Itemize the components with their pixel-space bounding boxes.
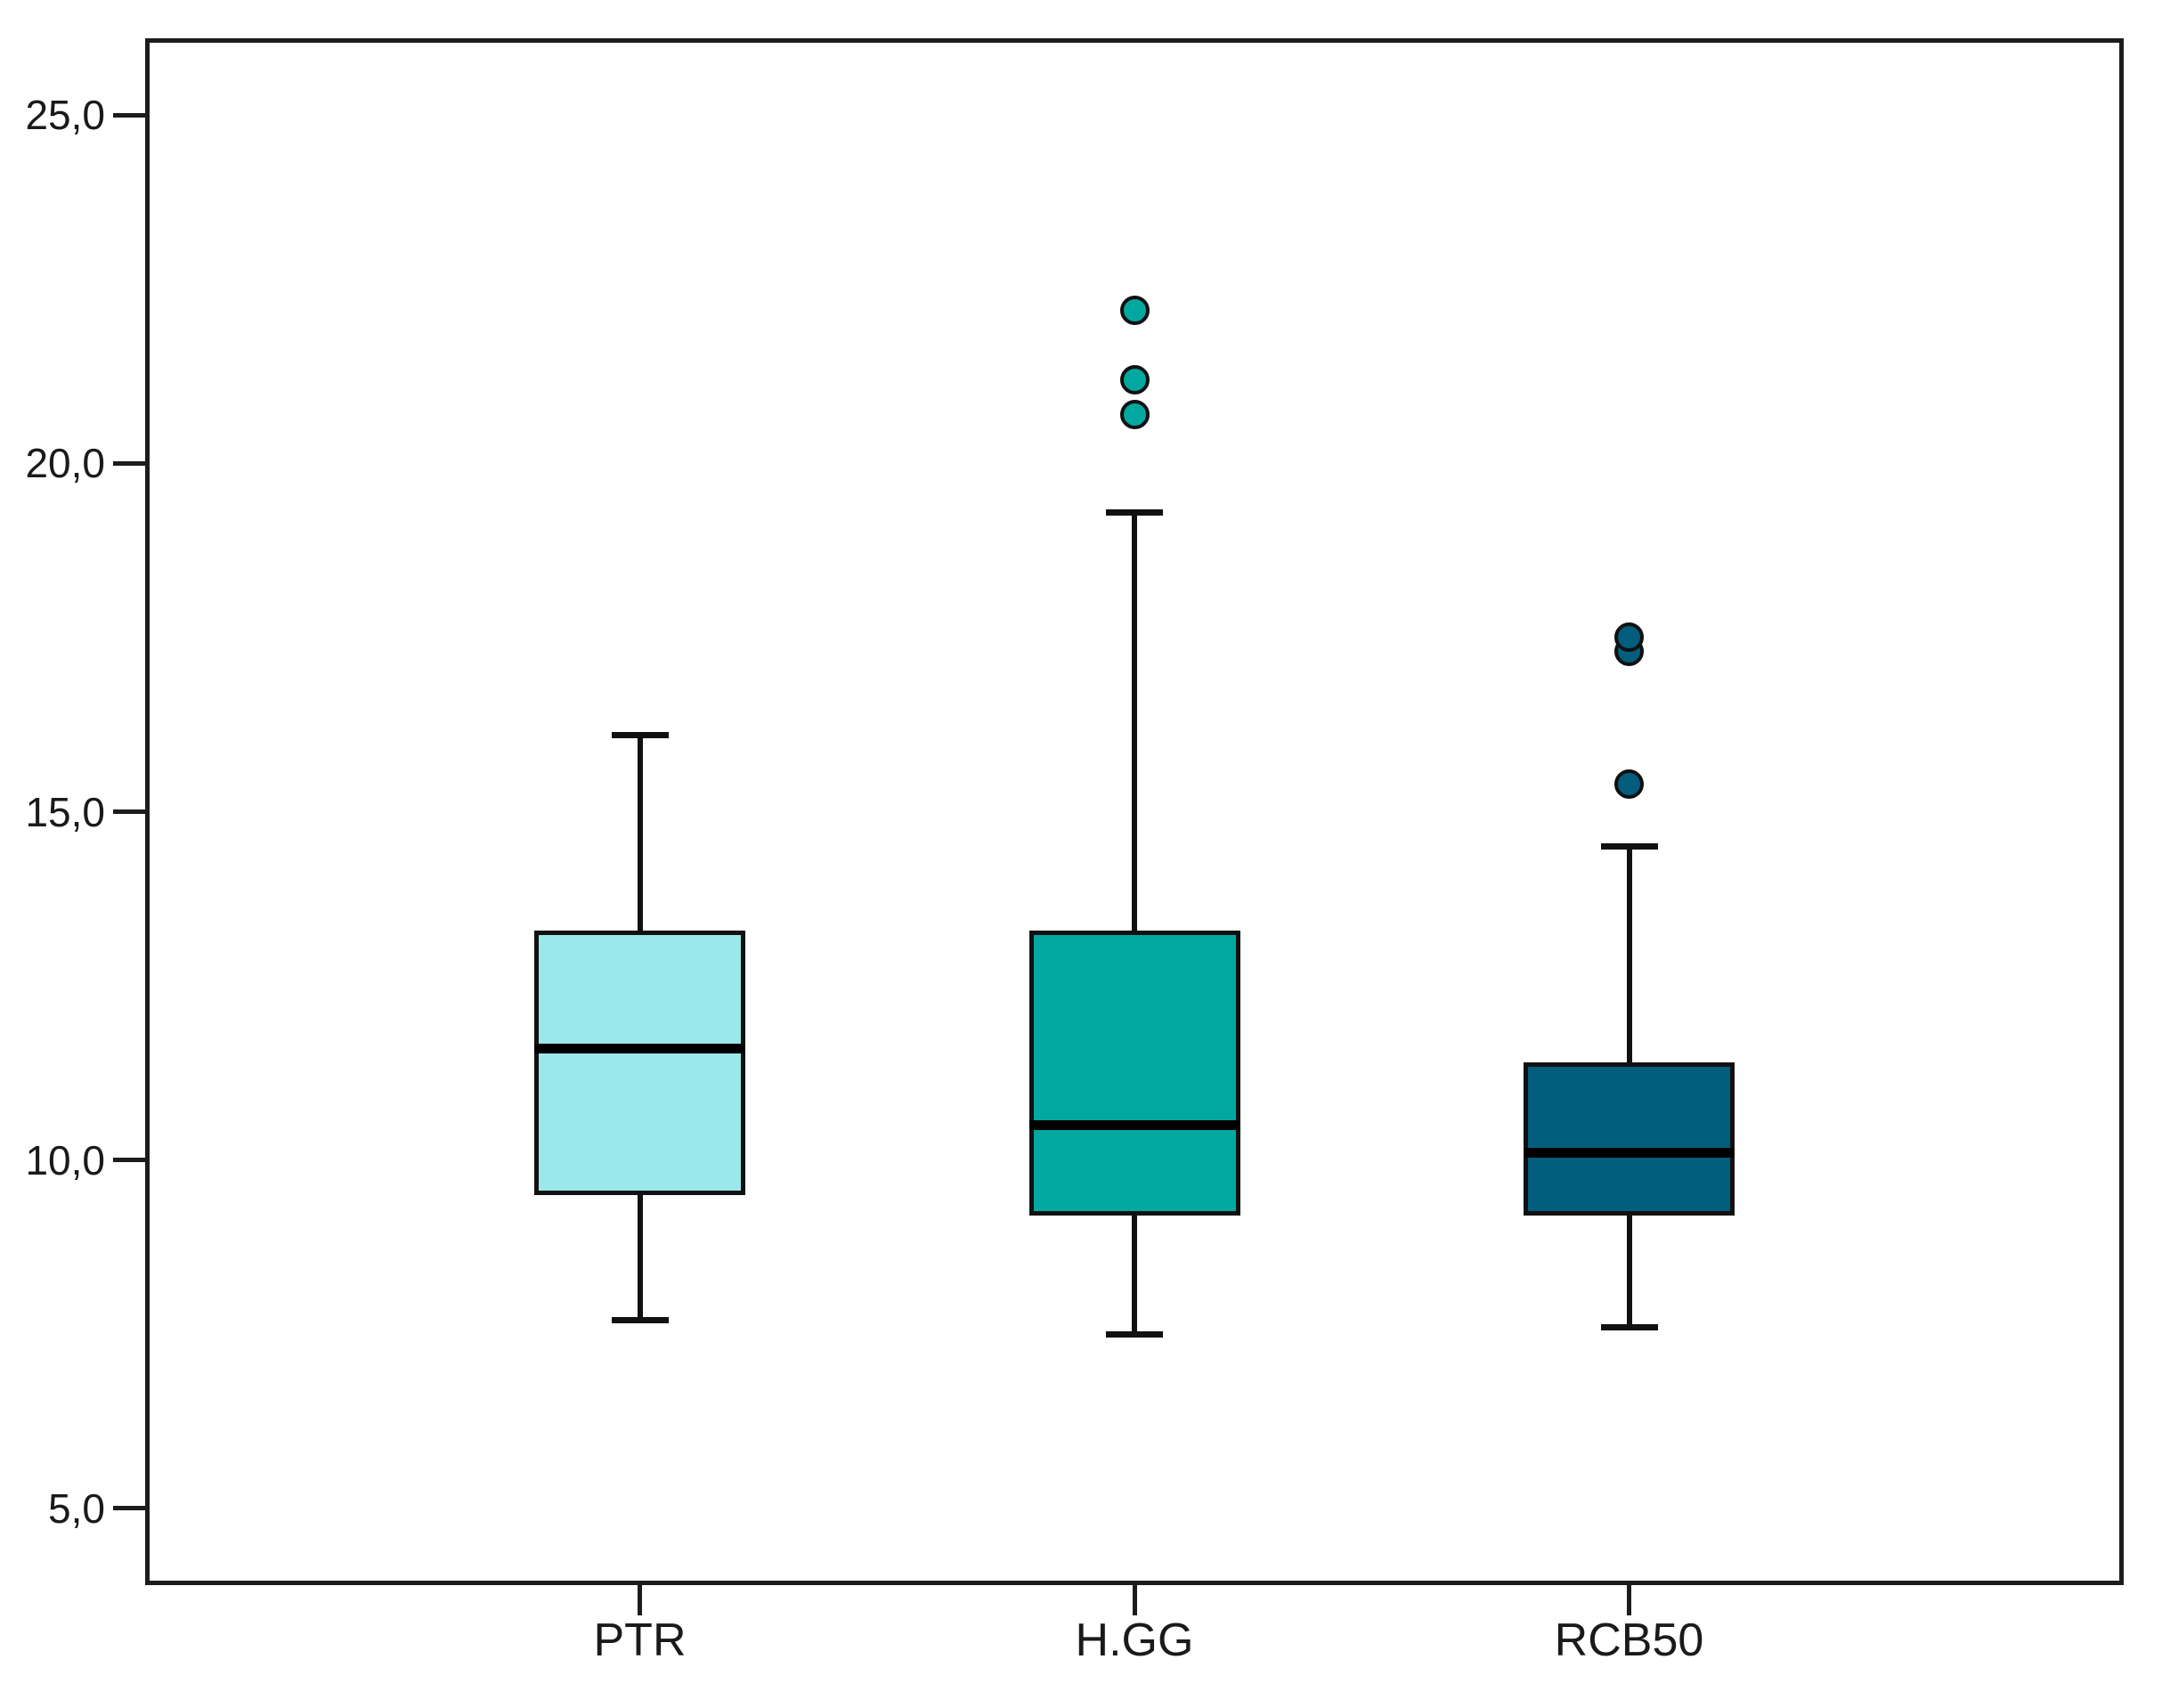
whisker-lower-line bbox=[637, 1194, 643, 1321]
x-axis-tick bbox=[1132, 1585, 1137, 1615]
box-rect-rcb50 bbox=[1524, 1062, 1735, 1216]
y-axis-tick bbox=[113, 1158, 145, 1163]
outlier-dot bbox=[1119, 364, 1150, 394]
whisker-cap-top bbox=[1106, 508, 1163, 516]
y-axis-tick-label: 20,0 bbox=[25, 440, 105, 487]
median-line bbox=[1524, 1148, 1735, 1159]
whisker-cap-bottom bbox=[1106, 1330, 1163, 1338]
outlier-dot bbox=[1119, 400, 1150, 429]
y-axis-tick bbox=[113, 809, 145, 814]
x-axis-category-label: H.GG bbox=[1075, 1614, 1194, 1666]
outlier-dot bbox=[1614, 769, 1644, 799]
y-axis-tick bbox=[113, 1506, 145, 1511]
whisker-lower-line bbox=[1132, 1216, 1137, 1335]
whisker-lower-line bbox=[1626, 1216, 1632, 1328]
y-axis-tick-label: 25,0 bbox=[25, 92, 105, 139]
y-axis-tick-label: 5,0 bbox=[48, 1484, 105, 1532]
box-rect-h-gg bbox=[1028, 930, 1240, 1216]
whisker-cap-bottom bbox=[1600, 1324, 1658, 1330]
whisker-upper-line bbox=[637, 735, 643, 931]
median-line bbox=[1028, 1120, 1240, 1131]
outlier-dot bbox=[1119, 295, 1150, 325]
x-axis-category-label: RCB50 bbox=[1554, 1614, 1704, 1666]
y-axis-tick-label: 10,0 bbox=[25, 1136, 105, 1183]
x-axis-category-label: PTR bbox=[593, 1614, 687, 1666]
whisker-upper-line bbox=[1132, 512, 1137, 931]
whisker-cap-bottom bbox=[611, 1317, 669, 1324]
whisker-cap-top bbox=[1600, 843, 1658, 850]
y-axis-tick bbox=[113, 112, 145, 118]
outlier-dot bbox=[1614, 622, 1644, 653]
y-axis-tick bbox=[113, 460, 145, 466]
whisker-cap-top bbox=[611, 731, 669, 738]
x-axis-tick bbox=[1627, 1585, 1631, 1615]
median-line bbox=[534, 1044, 745, 1054]
box-rect-ptr bbox=[534, 930, 745, 1195]
whisker-upper-line bbox=[1626, 846, 1632, 1063]
y-axis-tick-label: 15,0 bbox=[25, 788, 105, 835]
x-axis-tick bbox=[638, 1585, 642, 1615]
